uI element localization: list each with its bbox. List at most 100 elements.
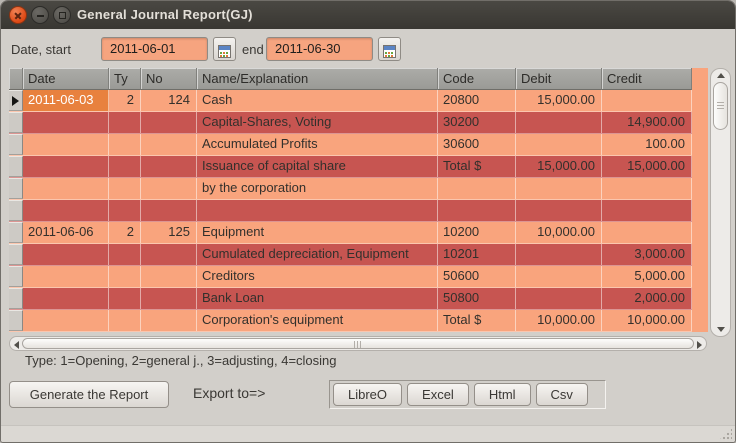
cell-date[interactable]: [23, 244, 109, 265]
cell-name[interactable]: Bank Loan: [197, 288, 438, 309]
cell-no[interactable]: [141, 200, 197, 221]
cell-date[interactable]: [23, 200, 109, 221]
generate-report-button[interactable]: Generate the Report: [9, 381, 169, 408]
row-selector[interactable]: [9, 90, 23, 111]
cell-date[interactable]: [23, 156, 109, 177]
row-selector[interactable]: [9, 178, 23, 199]
cell-ty[interactable]: [109, 244, 141, 265]
cell-ty[interactable]: [109, 200, 141, 221]
scroll-left-icon[interactable]: [14, 341, 19, 349]
cell-name[interactable]: Accumulated Profits: [197, 134, 438, 155]
cell-name[interactable]: Equipment: [197, 222, 438, 243]
row-selector[interactable]: [9, 266, 23, 287]
cell-name[interactable]: Cumulated depreciation, Equipment: [197, 244, 438, 265]
start-date-calendar-button[interactable]: [213, 37, 236, 61]
cell-no[interactable]: [141, 134, 197, 155]
start-date-input[interactable]: 2011-06-01: [101, 37, 208, 61]
scroll-down-icon[interactable]: [717, 327, 725, 332]
end-date-input[interactable]: 2011-06-30: [266, 37, 373, 61]
cell-credit[interactable]: 14,900.00: [602, 112, 692, 133]
row-selector[interactable]: [9, 112, 23, 133]
cell-name[interactable]: Cash: [197, 90, 438, 111]
cell-name[interactable]: by the corporation: [197, 178, 438, 199]
cell-date[interactable]: [23, 178, 109, 199]
end-date-calendar-button[interactable]: [378, 37, 401, 61]
cell-credit[interactable]: 15,000.00: [602, 156, 692, 177]
cell-no[interactable]: [141, 266, 197, 287]
horizontal-scrollbar[interactable]: [9, 336, 707, 351]
cell-code[interactable]: 50600: [438, 266, 516, 287]
cell-debit[interactable]: 15,000.00: [516, 156, 602, 177]
cell-credit[interactable]: [602, 90, 692, 111]
cell-debit[interactable]: 15,000.00: [516, 90, 602, 111]
cell-debit[interactable]: [516, 134, 602, 155]
scroll-up-icon[interactable]: [717, 73, 725, 78]
cell-no[interactable]: [141, 244, 197, 265]
vertical-scrollbar-thumb[interactable]: [713, 82, 728, 130]
cell-credit[interactable]: 10,000.00: [602, 310, 692, 331]
export-csv-button[interactable]: Csv: [535, 383, 588, 406]
cell-ty[interactable]: [109, 112, 141, 133]
cell-no[interactable]: 124: [141, 90, 197, 111]
cell-no[interactable]: 125: [141, 222, 197, 243]
cell-no[interactable]: [141, 156, 197, 177]
cell-date[interactable]: [23, 134, 109, 155]
cell-date[interactable]: 2011-06-06: [23, 222, 109, 243]
cell-no[interactable]: [141, 112, 197, 133]
cell-debit[interactable]: 10,000.00: [516, 310, 602, 331]
cell-name[interactable]: Creditors: [197, 266, 438, 287]
cell-date[interactable]: [23, 112, 109, 133]
cell-debit[interactable]: [516, 178, 602, 199]
row-selector[interactable]: [9, 222, 23, 243]
row-selector[interactable]: [9, 310, 23, 331]
cell-code[interactable]: 50800: [438, 288, 516, 309]
cell-debit[interactable]: 10,000.00: [516, 222, 602, 243]
cell-credit[interactable]: [602, 222, 692, 243]
cell-date[interactable]: 2011-06-03: [23, 90, 109, 111]
close-button[interactable]: [9, 6, 27, 24]
resize-grip[interactable]: [718, 428, 732, 441]
row-selector[interactable]: [9, 288, 23, 309]
cell-date[interactable]: [23, 288, 109, 309]
cell-name[interactable]: Issuance of capital share: [197, 156, 438, 177]
vertical-scrollbar[interactable]: [710, 68, 731, 337]
cell-name[interactable]: Capital-Shares, Voting: [197, 112, 438, 133]
cell-date[interactable]: [23, 266, 109, 287]
cell-date[interactable]: [23, 310, 109, 331]
cell-credit[interactable]: [602, 178, 692, 199]
cell-code[interactable]: [438, 200, 516, 221]
cell-code[interactable]: 10200: [438, 222, 516, 243]
cell-code[interactable]: 30200: [438, 112, 516, 133]
cell-code[interactable]: 30600: [438, 134, 516, 155]
cell-debit[interactable]: [516, 288, 602, 309]
cell-no[interactable]: [141, 288, 197, 309]
cell-ty[interactable]: [109, 310, 141, 331]
export-excel-button[interactable]: Excel: [407, 383, 469, 406]
cell-ty[interactable]: [109, 288, 141, 309]
cell-code[interactable]: [438, 178, 516, 199]
maximize-button[interactable]: [53, 6, 71, 24]
cell-ty[interactable]: [109, 156, 141, 177]
cell-credit[interactable]: 2,000.00: [602, 288, 692, 309]
cell-credit[interactable]: 3,000.00: [602, 244, 692, 265]
cell-ty[interactable]: [109, 266, 141, 287]
cell-ty[interactable]: [109, 134, 141, 155]
cell-credit[interactable]: 100.00: [602, 134, 692, 155]
cell-name[interactable]: [197, 200, 438, 221]
cell-ty[interactable]: 2: [109, 222, 141, 243]
cell-code[interactable]: 20800: [438, 90, 516, 111]
row-selector[interactable]: [9, 200, 23, 221]
cell-ty[interactable]: 2: [109, 90, 141, 111]
export-libreo-button[interactable]: LibreO: [333, 383, 403, 406]
row-selector[interactable]: [9, 244, 23, 265]
cell-debit[interactable]: [516, 112, 602, 133]
row-selector[interactable]: [9, 156, 23, 177]
cell-no[interactable]: [141, 178, 197, 199]
cell-code[interactable]: Total $: [438, 310, 516, 331]
cell-debit[interactable]: [516, 244, 602, 265]
row-selector[interactable]: [9, 134, 23, 155]
cell-debit[interactable]: [516, 200, 602, 221]
cell-no[interactable]: [141, 310, 197, 331]
cell-credit[interactable]: [602, 200, 692, 221]
horizontal-scrollbar-thumb[interactable]: [22, 338, 694, 349]
